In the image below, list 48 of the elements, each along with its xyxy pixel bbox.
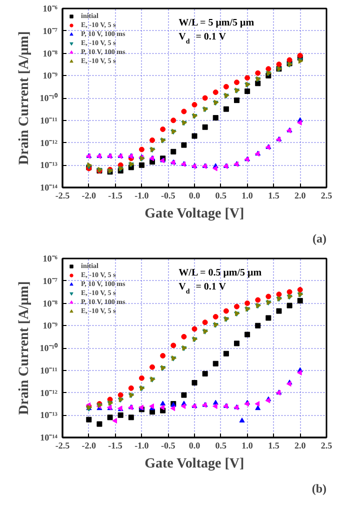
x-tick-label: 0.5: [215, 440, 228, 450]
x-tick-label: 1.0: [242, 440, 254, 450]
y-tick-label: 10⁻¹⁰: [40, 93, 58, 103]
y-tick-label: 10⁻¹¹: [40, 115, 58, 126]
x-tick-label: -0.5: [160, 440, 176, 450]
y-tick-label: 10⁻⁶: [42, 254, 58, 264]
x-tick-label: -1.0: [134, 190, 150, 200]
x-tick-label: 2.5: [320, 190, 333, 200]
y-tick-label: 10⁻⁸: [42, 298, 58, 308]
y-tick-label: 10⁻⁷: [42, 26, 58, 36]
y-tick-label: 10⁻⁶: [42, 4, 58, 14]
annotation: W/L = 0.5 μm/5 μm: [178, 268, 262, 278]
y-tick-label: 10⁻¹²: [40, 388, 58, 398]
x-tick-label: 2.0: [294, 190, 306, 200]
y-tick-label: 10⁻¹⁴: [40, 182, 58, 192]
y-tick-label: 10⁻¹³: [40, 160, 58, 170]
x-tick-label: 0.5: [215, 190, 228, 200]
x-tick-label: 2.0: [294, 440, 306, 450]
x-tick-label: 0.0: [188, 190, 201, 200]
x-axis-title: Gate Voltage [V]: [144, 456, 244, 472]
x-tick-label: 1.0: [242, 190, 254, 200]
x-tick-label: -2.5: [55, 440, 70, 450]
y-tick-label: 10⁻⁸: [42, 48, 58, 58]
y-tick-label: 10⁻⁹: [42, 320, 58, 331]
y-tick-label: 10⁻¹³: [40, 410, 58, 420]
y-tick-label: 10⁻¹²: [40, 138, 58, 148]
x-tick-label: -2.0: [82, 190, 97, 200]
x-tick-label: -1.5: [108, 440, 123, 450]
x-tick-label: -0.5: [160, 190, 176, 200]
x-tick-label: 0.0: [188, 440, 201, 450]
x-tick-label: -2.5: [55, 190, 70, 200]
y-axis-title: Drain Current [A/μm]: [16, 281, 32, 415]
x-tick-label: -1.0: [134, 440, 150, 450]
y-axis-title: Drain Current [A/μm]: [16, 31, 32, 165]
y-tick-label: 10⁻¹⁰: [40, 343, 58, 353]
annotation: W/L = 5 μm/5 μm: [178, 18, 255, 28]
x-tick-label: 2.5: [320, 440, 333, 450]
x-tick-label: -2.0: [82, 440, 97, 450]
x-axis-title: Gate Voltage [V]: [144, 206, 244, 222]
y-tick-label: 10⁻⁷: [42, 276, 58, 286]
x-tick-label: -1.5: [108, 190, 123, 200]
text: (b): [312, 482, 327, 496]
y-tick-label: 10⁻¹⁴: [40, 432, 58, 442]
x-tick-label: 1.5: [268, 440, 280, 450]
text: (a): [312, 232, 327, 246]
x-tick-label: 1.5: [268, 190, 280, 200]
y-tick-label: 10⁻⁹: [42, 70, 58, 81]
y-tick-label: 10⁻¹¹: [40, 365, 58, 376]
